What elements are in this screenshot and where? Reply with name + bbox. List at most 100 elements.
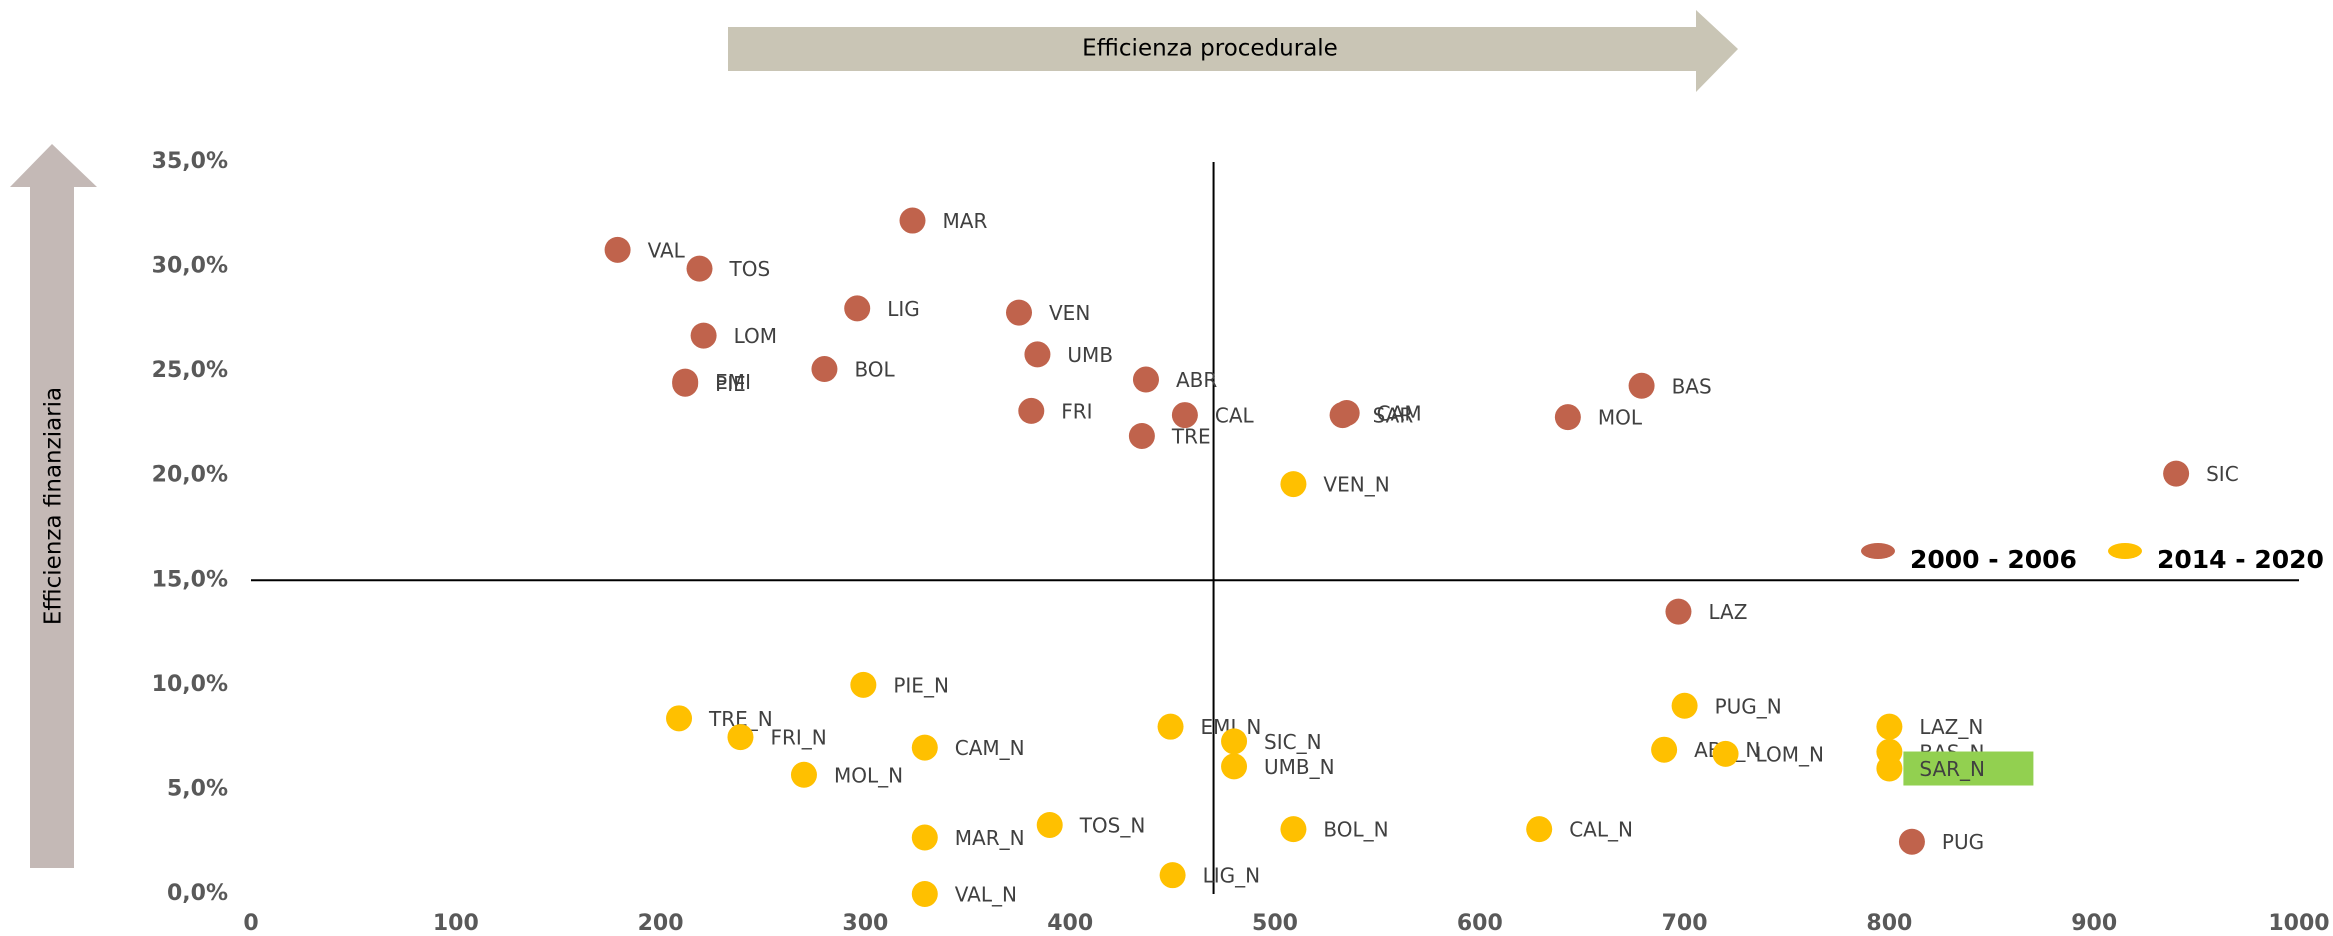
point-label: LOM_N: [1756, 742, 1824, 766]
point-label: MOL_N: [834, 763, 903, 787]
point-label: CAM_N: [955, 736, 1025, 760]
point: [1628, 372, 1655, 399]
x-tick-label: 800: [1866, 911, 1912, 936]
x-tick-label: 1000: [2268, 911, 2329, 936]
point: [1526, 816, 1553, 843]
point-label: MOL: [1598, 406, 1643, 430]
point-label: TOS: [729, 257, 771, 281]
point-label: CAL: [1215, 404, 1255, 428]
point-label: TOS_N: [1079, 813, 1146, 837]
point-label: LIG: [887, 297, 920, 321]
point-label: SIC: [2206, 462, 2239, 486]
point: [1712, 740, 1739, 767]
point: [1665, 598, 1692, 625]
point-label: BOL_N: [1323, 818, 1388, 842]
point-label: FRI: [1061, 399, 1092, 423]
point-label: VAL: [648, 238, 686, 262]
point: [1024, 341, 1051, 368]
x-tick-label: 0: [243, 911, 258, 936]
legend-label: 2014 - 2020: [2157, 545, 2324, 574]
point-label: MAR: [943, 209, 988, 233]
x-tick-label: 100: [433, 911, 479, 936]
point-label: SAR_N: [1919, 757, 1985, 781]
point-label: UMB: [1067, 343, 1113, 367]
point: [1671, 692, 1698, 719]
point: [1876, 755, 1903, 782]
point: [690, 322, 717, 349]
point-label: BAS: [1672, 374, 1712, 398]
point: [666, 705, 693, 732]
point-label: LAZ: [1708, 600, 1747, 624]
point-label: PIE: [715, 372, 746, 396]
point-label: LIG_N: [1203, 864, 1261, 888]
y-tick-label: 35,0%: [152, 149, 228, 174]
point-label: CAM: [1377, 401, 1422, 425]
x-axis-label: Efficienza procedurale: [1082, 36, 1338, 62]
point-label: PUG_N: [1715, 694, 1782, 718]
point: [1018, 397, 1045, 424]
point: [2163, 460, 2190, 487]
point: [790, 761, 817, 788]
y-tick-label: 20,0%: [152, 463, 228, 488]
point: [899, 207, 926, 234]
point: [1221, 728, 1248, 755]
legend-marker: [2108, 543, 2142, 559]
x-tick-label: 700: [1662, 911, 1708, 936]
y-tick-label: 10,0%: [152, 672, 228, 697]
point: [911, 824, 938, 851]
x-tick-label: 500: [1252, 911, 1298, 936]
point-label: ABR: [1176, 368, 1217, 392]
point: [1132, 366, 1159, 393]
point: [1876, 713, 1903, 740]
point-label: VAL_N: [955, 883, 1017, 907]
point: [850, 671, 877, 698]
point-label: MAR_N: [955, 826, 1025, 850]
point: [1171, 402, 1198, 429]
legend-marker: [1861, 543, 1895, 559]
x-tick-label: 400: [1047, 911, 1093, 936]
point: [686, 255, 713, 282]
point: [604, 236, 631, 263]
point: [1159, 862, 1186, 889]
point: [1280, 471, 1307, 498]
x-tick-label: 300: [842, 911, 888, 936]
point: [811, 356, 838, 383]
point-label: PUG: [1942, 830, 1984, 854]
legend-label: 2000 - 2006: [1910, 545, 2077, 574]
point: [1128, 422, 1155, 449]
point-label: SAR: [1373, 404, 1414, 428]
point-label: PIE_N: [893, 673, 949, 697]
x-arrow: [728, 10, 1738, 92]
point: [911, 881, 938, 907]
point: [1651, 736, 1678, 763]
point: [1329, 402, 1356, 429]
point-label: EMI: [715, 370, 751, 394]
y-tick-label: 15,0%: [152, 567, 228, 592]
point: [844, 295, 871, 322]
point: [1898, 828, 1925, 855]
y-tick-label: 25,0%: [152, 358, 228, 383]
point-label: LOM: [734, 324, 777, 348]
point-label: VEN_N: [1323, 473, 1389, 497]
point: [672, 370, 699, 397]
y-tick-label: 5,0%: [167, 776, 228, 801]
point-label: UMB_N: [1264, 755, 1335, 779]
point: [1036, 811, 1063, 838]
point-label: TRE: [1171, 424, 1211, 448]
point: [1157, 713, 1184, 740]
point: [1280, 816, 1307, 843]
label-highlight: [1903, 751, 2034, 786]
y-tick-label: 30,0%: [152, 254, 228, 279]
point-label: SIC_N: [1264, 730, 1322, 754]
point: [727, 724, 754, 751]
point-label: VEN: [1049, 301, 1090, 325]
point-label: CAL_N: [1569, 818, 1633, 842]
point: [1554, 404, 1581, 431]
x-tick-label: 900: [2071, 911, 2117, 936]
x-tick-label: 600: [1457, 911, 1503, 936]
point-label: BOL: [854, 358, 895, 382]
x-tick-label: 200: [638, 911, 684, 936]
y-arrow: [10, 144, 97, 868]
point-label: LAZ_N: [1919, 715, 1983, 739]
